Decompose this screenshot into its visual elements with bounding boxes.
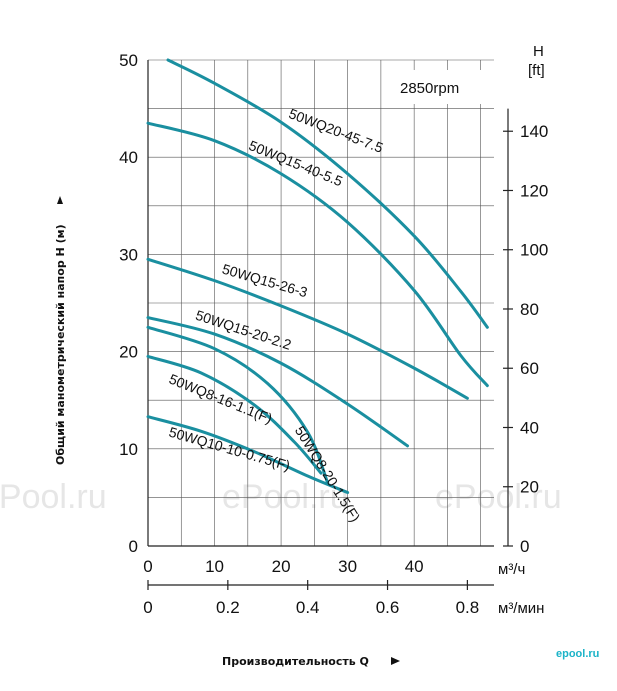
y-tick-label-m: 20 [119,343,138,362]
logo: epool.ru [556,648,599,660]
curve-2 [146,121,489,388]
curve-6 [146,354,323,475]
watermark-1: ePool.ru [0,478,107,516]
x-axis-arrow-icon [391,657,400,665]
x-axis-title: Производительность Q [222,655,369,668]
x-tick-label-m3min: 0.8 [456,598,480,617]
curve-label-1: 50WQ20-45-7.5 [287,105,386,156]
curve-labels: 50WQ20-45-7.550WQ15-40-5.550WQ15-26-350W… [167,105,386,524]
y-tick-label-m: 50 [119,51,138,70]
y-right-unit: [ft] [528,62,545,79]
ticks: 0 10 20 30 40 50 0 20 40 60 80 100 120 140 0 10 20 30 40 0 0… [119,51,548,617]
curve-1 [166,58,489,329]
y-tick-label-ft: 140 [520,122,548,141]
y-tick-label-ft: 80 [520,300,539,319]
curve-label-3: 50WQ15-26-3 [220,261,309,301]
curve-7 [146,415,350,495]
watermark-3: ePool.ru [435,478,562,516]
y-tick-label-ft: 40 [520,418,539,437]
y-axis-title-group: Общий манометрический напор H (м) [54,196,67,465]
x-tick-label-m3h: 40 [405,557,424,576]
y-tick-label-ft: 120 [520,181,548,200]
y-tick-label-ft: 20 [520,478,539,497]
y-tick-label-ft: 0 [520,537,529,556]
y-axis-title: Общий манометрический напор H (м) [54,224,67,465]
x-tick-label-m3min: 0 [143,598,152,617]
curve-3 [146,257,469,400]
y-tick-label-m: 10 [119,440,138,459]
curve-4 [146,316,409,448]
x-tick-label-m3h: 20 [272,557,291,576]
curves [146,58,489,495]
x-unit-m3h: м³/ч [498,561,525,578]
y-tick-label-m: 30 [119,245,138,264]
x-tick-label-m3min: 0.6 [376,598,400,617]
curve-label-6: 50WQ8-16-1.1(F) [167,371,275,427]
x-tick-label-m3h: 0 [143,557,152,576]
y-axis-arrow-icon [57,196,63,204]
y-tick-label-m: 40 [119,148,138,167]
speed-label-box [389,70,486,104]
y-tick-label-ft: 60 [520,359,539,378]
x-tick-label-m3h: 30 [338,557,357,576]
x-unit-m3min: м³/мин [498,600,544,617]
x-axis-title-group: Производительность Q [222,655,400,668]
x-tick-label-m3min: 0.4 [296,598,320,617]
x-tick-label-m3min: 0.2 [216,598,240,617]
curve-5 [146,325,330,485]
y-tick-label-m: 0 [129,537,138,556]
speed-label: 2850rpm [400,80,459,97]
x-tick-label-m3h: 10 [205,557,224,576]
y-right-title: H [533,43,544,60]
y-tick-label-ft: 100 [520,241,548,260]
